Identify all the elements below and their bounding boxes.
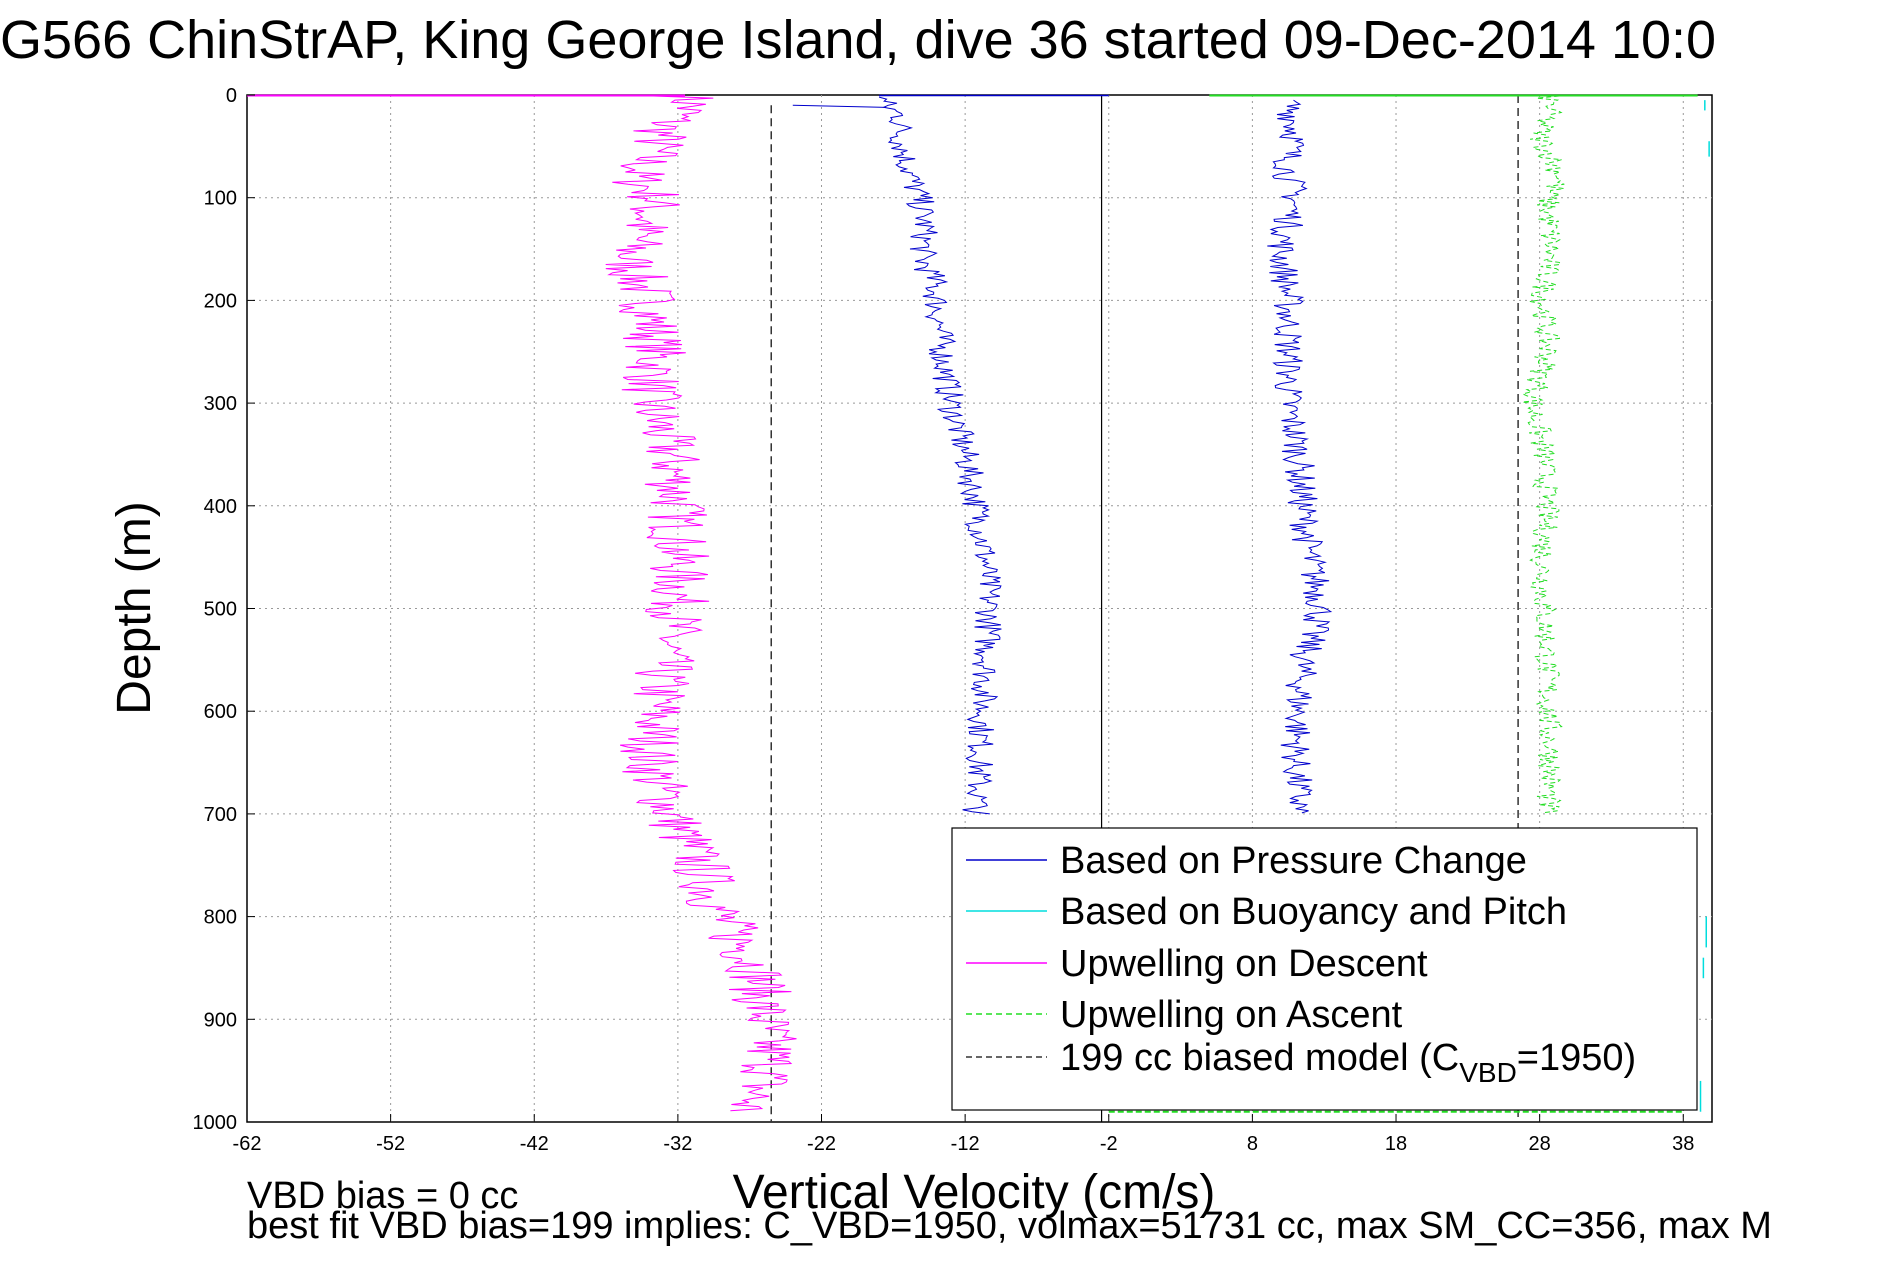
legend: Based on Pressure Change Based on Buoyanc… <box>951 827 1698 1111</box>
upwelling-descent-line <box>605 95 797 1112</box>
pressure-ascent-line <box>1267 99 1333 814</box>
upwelling-ascent-line <box>1521 95 1565 814</box>
bias-note: VBD bias = 0 cc <box>247 1175 518 1217</box>
legend-label: Based on Buoyancy and Pitch <box>1060 891 1567 933</box>
x-tick-label: 8 <box>1247 1133 1258 1155</box>
y-tick-label: 500 <box>204 599 237 621</box>
x-tick-label: 28 <box>1529 1133 1551 1155</box>
x-axis-label: Vertical Velocity (cm/s) <box>733 1166 1216 1219</box>
y-tick-label: 800 <box>204 907 237 929</box>
x-tick-label: -42 <box>520 1133 549 1155</box>
legend-label-subscript: VBD <box>1459 1057 1517 1088</box>
x-tick-label: -2 <box>1100 1133 1118 1155</box>
x-tick-label: -62 <box>233 1133 262 1155</box>
legend-label: Based on Pressure Change <box>1060 840 1527 882</box>
legend-box <box>951 827 1698 1111</box>
y-axis-label: Depth (m) <box>108 501 161 714</box>
x-tick-label: 38 <box>1672 1133 1694 1155</box>
y-tick-label: 400 <box>204 496 237 518</box>
y-tick-label: 300 <box>204 393 237 415</box>
y-tick-label: 0 <box>226 85 237 107</box>
data-series <box>247 94 1710 1122</box>
y-tick-label: 100 <box>204 188 237 210</box>
pressure-descent-start <box>792 104 887 108</box>
y-tick-label: 200 <box>204 290 237 312</box>
x-tick-label: -52 <box>376 1133 405 1155</box>
y-tick-label: 900 <box>204 1009 237 1031</box>
x-tick-label: -12 <box>951 1133 980 1155</box>
x-tick-label: 18 <box>1385 1133 1407 1155</box>
x-tick-label: -22 <box>807 1133 836 1155</box>
legend-label: Upwelling on Ascent <box>1060 994 1403 1036</box>
x-tick-labels: -62 -52 -42 -32 -22 -12 -2 8 18 28 38 <box>233 1114 1694 1155</box>
legend-label: Upwelling on Descent <box>1060 943 1428 985</box>
pressure-descent-line <box>878 96 1002 815</box>
y-tick-labels: 0 100 200 300 400 500 600 700 800 900 1000 <box>193 85 255 1134</box>
y-tick-label: 700 <box>204 804 237 826</box>
legend-label-suffix: =1950) <box>1517 1037 1636 1079</box>
chart-title: G566 ChinStrAP, King George Island, dive… <box>0 10 1716 70</box>
y-tick-label: 1000 <box>193 1112 238 1134</box>
x-tick-label: -32 <box>663 1133 692 1155</box>
y-tick-label: 600 <box>204 701 237 723</box>
best-fit-note: best fit VBD bias=199 implies: C_VBD=195… <box>247 1205 1772 1247</box>
